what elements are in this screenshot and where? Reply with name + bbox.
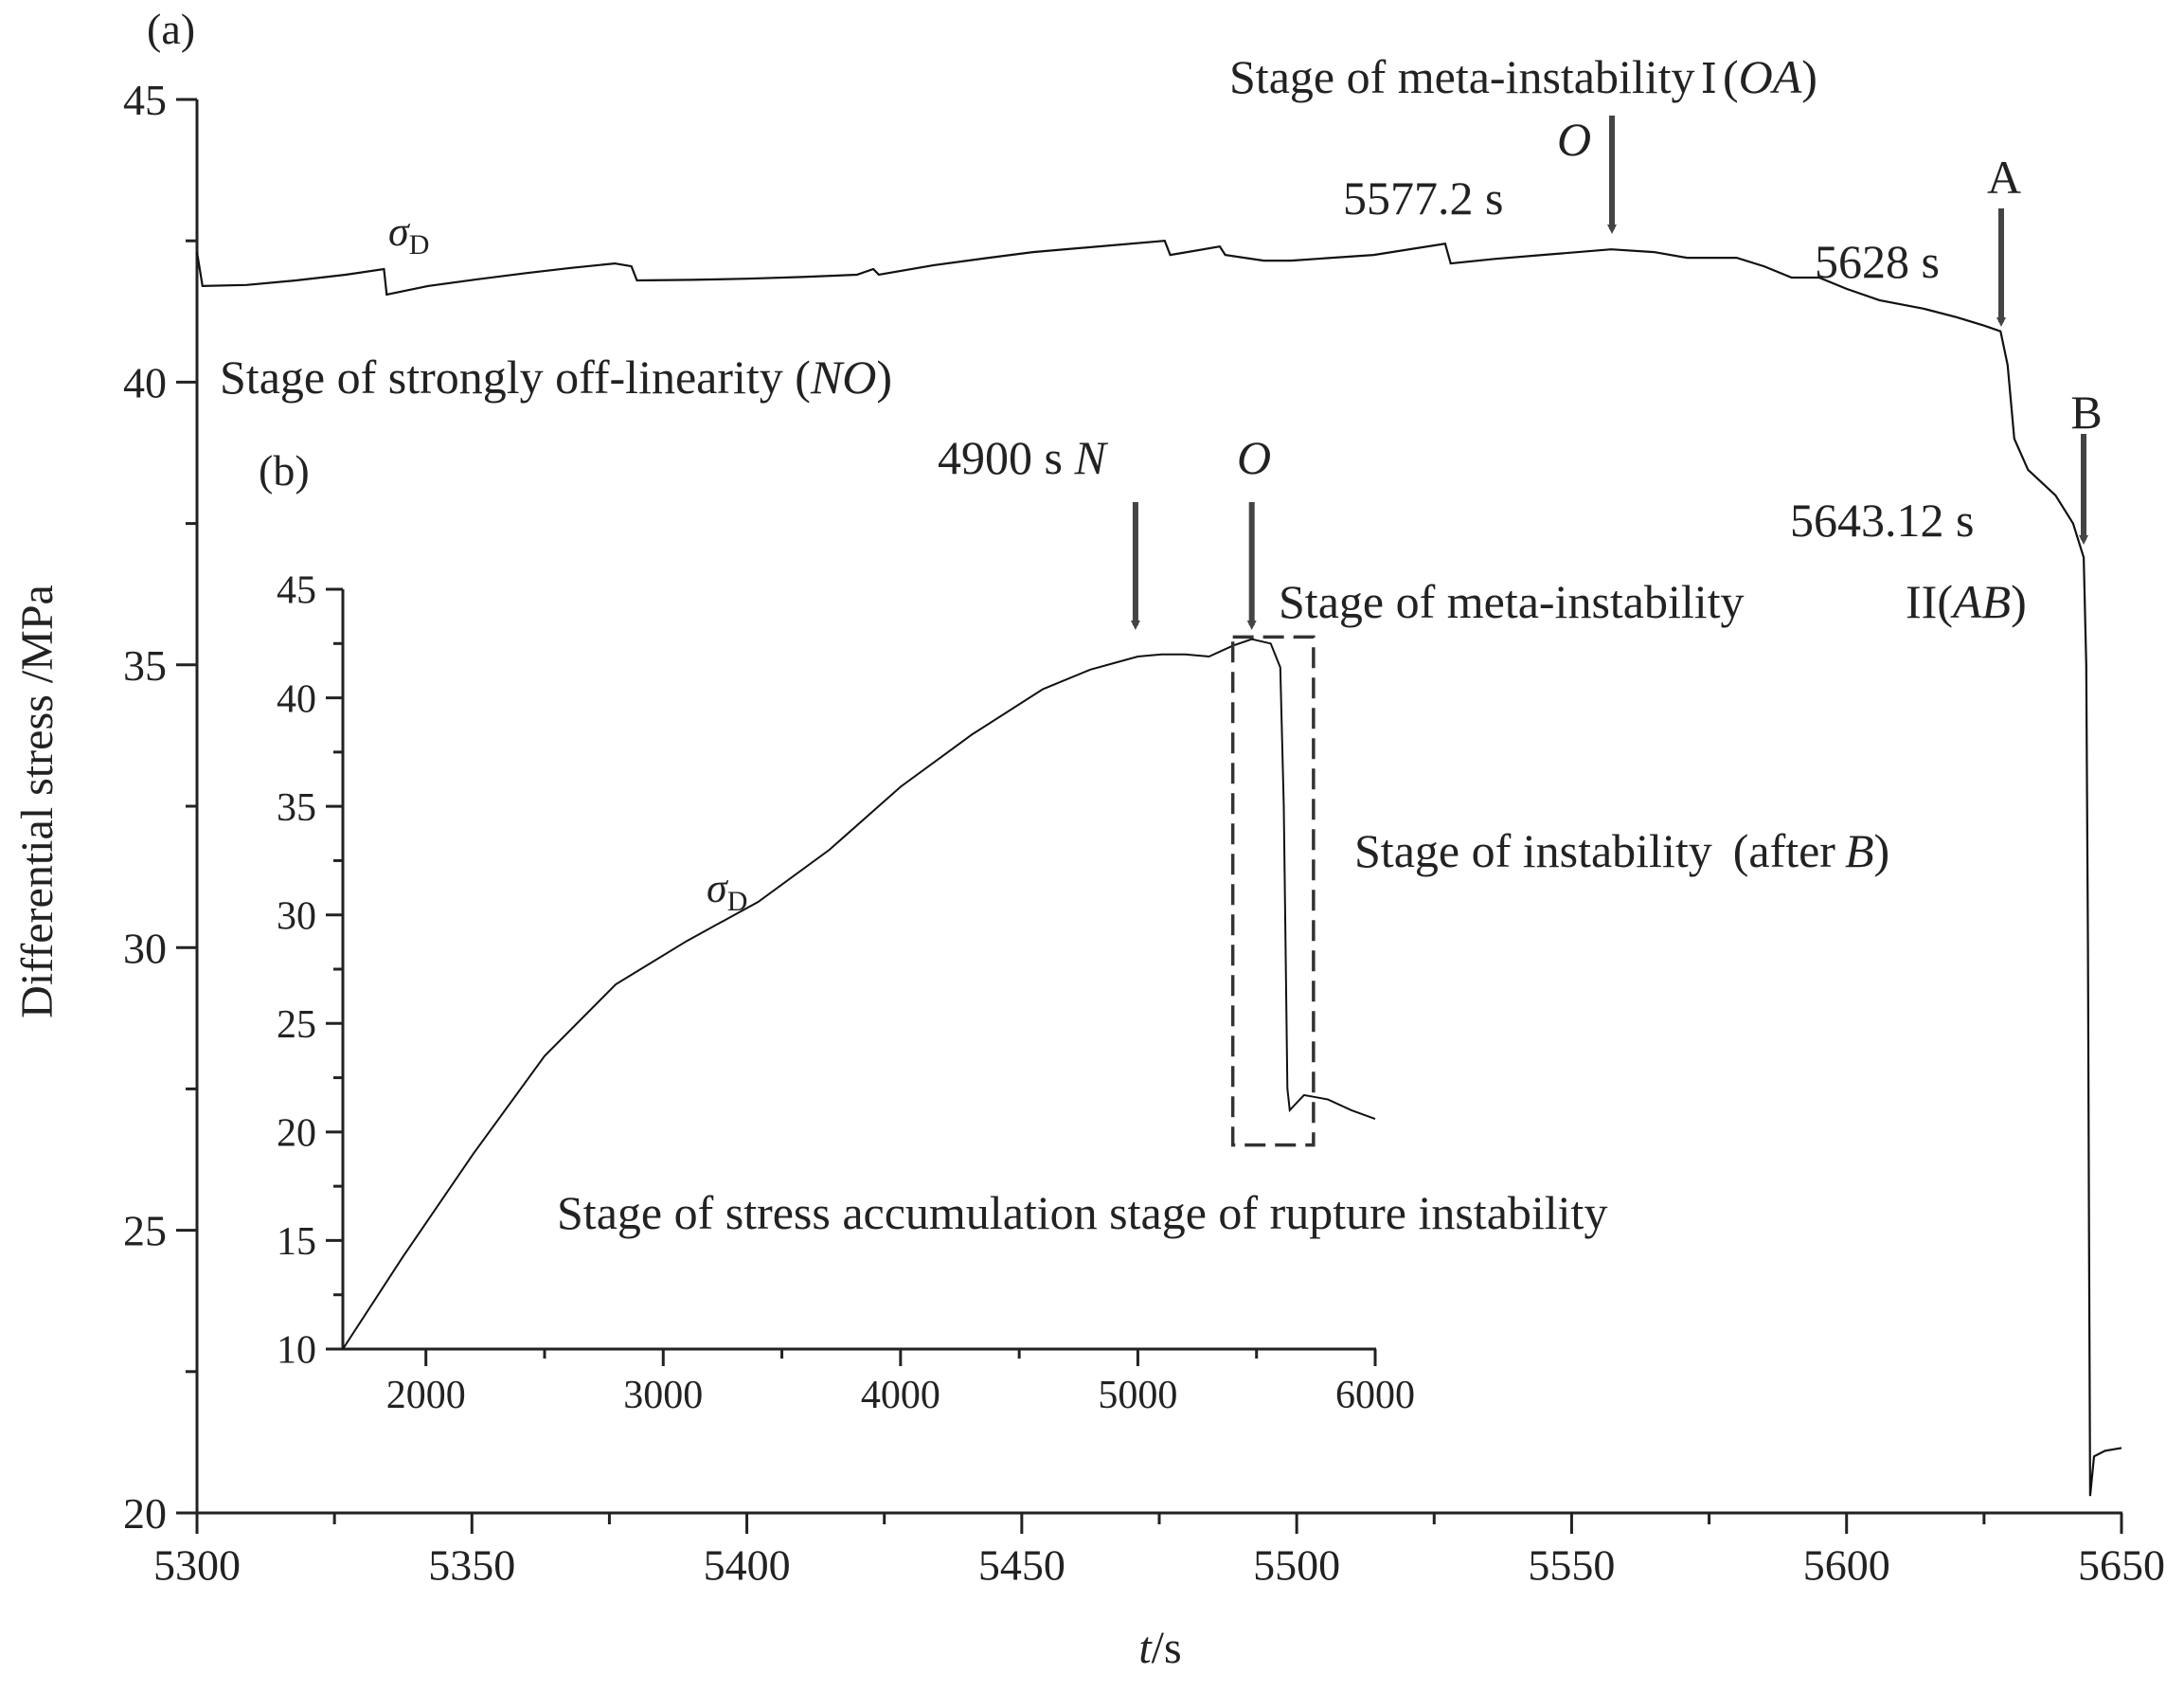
main-x-ticks: 5300 5350 5400 5450 5500 5550 5600 5650: [153, 1513, 2165, 1589]
main-x-tick-label: 5300: [153, 1540, 241, 1589]
inset-dashed-highlight-box: [1230, 635, 1316, 1147]
point-o-letter: O: [1557, 113, 1591, 166]
inset-x-tick-label: 3000: [623, 1374, 703, 1417]
inset-y-tick-label: 30: [277, 894, 316, 938]
inset-y-tick-label: 35: [277, 786, 316, 830]
main-y-tick-label: 30: [123, 924, 167, 972]
main-x-tick-label: 5600: [1803, 1540, 1890, 1589]
inset-x-tick-label: 6000: [1335, 1374, 1415, 1417]
point-o-time: 5577.2 s: [1343, 171, 1503, 225]
main-x-tick-label: 5350: [428, 1540, 515, 1589]
stage-instability-label: Stage of instability (after B): [1354, 824, 1889, 877]
inset-y-tick-label: 45: [277, 569, 316, 613]
main-y-axis-label: Differential stress /MPa: [12, 585, 63, 1018]
inset-x-tick-label: 4000: [861, 1374, 940, 1417]
main-x-tick-label: 5450: [978, 1540, 1065, 1589]
main-y-ticks: 20 25 30 35 40 45: [123, 76, 197, 1538]
stage-ab-label: Stage of meta-instability: [1279, 575, 1745, 628]
main-sigma-label: σD: [388, 208, 429, 261]
point-a-time: 5628 s: [1815, 235, 1940, 288]
inset-sigma-label: σD: [707, 865, 747, 917]
inset-y-tick-label: 15: [277, 1220, 316, 1264]
inset-point-o-letter: O: [1237, 431, 1271, 484]
main-chart-panel: (a) 20 25 30 35 40 45 5300 5350 5400 5450 5500 555…: [12, 5, 2165, 1673]
inset-y-tick-label: 10: [277, 1329, 316, 1373]
main-y-tick-label: 25: [123, 1207, 167, 1255]
inset-x-tick-label: 5000: [1098, 1374, 1177, 1417]
panel-a-label: (a): [147, 5, 195, 53]
main-y-tick-label: 20: [123, 1489, 167, 1538]
inset-x-ticks: 2000 3000 4000 5000 6000: [386, 1349, 1415, 1417]
stage-oa-label: Stage of meta-instability Ⅰ (OA): [1229, 50, 1817, 103]
inset-bottom-stage-text: Stage of stress accumulation stage of ru…: [557, 1186, 1607, 1239]
inset-y-tick-label: 40: [277, 677, 316, 721]
inset-chart-panel: (b) 10 15 20 25 30 35 40 45 2000 3000 4000 5000 600…: [259, 431, 1607, 1417]
point-b-time: 5643.12 s: [1790, 494, 1974, 547]
main-x-tick-label: 5400: [704, 1540, 791, 1589]
point-a-letter: A: [1987, 151, 2021, 204]
main-x-tick-label: 5550: [1528, 1540, 1615, 1589]
inset-y-tick-label: 25: [277, 1003, 316, 1047]
main-stress-series-line: [195, 240, 2122, 1497]
main-y-tick-label: 40: [123, 359, 167, 407]
panel-b-label: (b): [259, 446, 310, 495]
point-b-letter: B: [2070, 386, 2102, 439]
main-x-tick-label: 5650: [2078, 1540, 2165, 1589]
inset-x-tick-label: 2000: [386, 1374, 466, 1417]
stage-ab-suffix: II(AB): [1906, 575, 2027, 628]
inset-y-tick-label: 20: [277, 1112, 316, 1156]
main-y-tick-label: 35: [123, 641, 167, 690]
main-y-tick-label: 45: [123, 76, 167, 124]
main-x-axis-label: t/s: [1138, 1623, 1181, 1673]
main-x-tick-label: 5500: [1253, 1540, 1340, 1589]
inset-stress-series-line: [342, 638, 1376, 1350]
stage-no-label: Stage of strongly off-linearity (NO): [220, 351, 892, 404]
inset-y-ticks: 10 15 20 25 30 35 40 45: [277, 569, 343, 1373]
point-n-label: 4900 s N: [938, 431, 1108, 484]
